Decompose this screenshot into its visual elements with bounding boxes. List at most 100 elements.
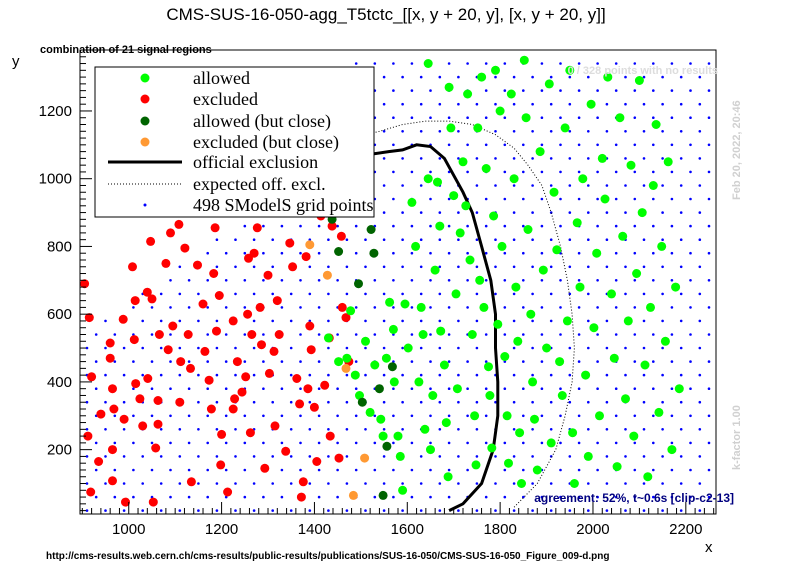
point-allowed [489, 211, 499, 221]
grid-point [633, 251, 637, 255]
grid-point [410, 251, 414, 255]
grid-point [419, 292, 423, 296]
grid-point [429, 197, 432, 201]
point-allowed [513, 336, 523, 346]
grid-point [94, 333, 98, 336]
grid-point [317, 441, 321, 445]
grid-point [252, 265, 256, 269]
grid-point [243, 441, 247, 445]
grid-point [624, 482, 627, 485]
grid-point [401, 346, 404, 350]
grid-point [633, 279, 637, 282]
grid-point [438, 292, 442, 296]
point-allowed [491, 65, 500, 75]
grid-point [689, 251, 692, 255]
point-allowed [575, 282, 585, 292]
grid-point [577, 279, 581, 282]
point-excluded [168, 321, 178, 331]
grid-point [559, 62, 562, 65]
point-excluded-but-close [348, 490, 358, 500]
grid-point [540, 143, 544, 147]
grid-point [85, 482, 89, 485]
grid-point [419, 346, 423, 350]
grid-point [522, 279, 525, 282]
grid-point [577, 360, 581, 363]
grid-point [345, 400, 349, 404]
point-excluded [108, 476, 117, 486]
grid-point [540, 279, 544, 282]
grid-point [429, 468, 432, 472]
grid-point [410, 333, 414, 336]
point-allowed [504, 458, 513, 468]
grid-point [364, 482, 367, 485]
grid-point [299, 279, 302, 282]
grid-point [317, 251, 321, 255]
point-allowed [393, 431, 403, 441]
source-url: http://cms-results.web.cern.ch/cms-resul… [46, 551, 609, 562]
grid-point [113, 360, 117, 363]
grid-point [94, 495, 98, 499]
grid-point [438, 265, 442, 269]
grid-point [522, 333, 525, 336]
grid-point [614, 279, 618, 282]
grid-point [234, 373, 237, 377]
point-allowed [388, 324, 398, 334]
grid-point [679, 346, 683, 350]
grid-point [457, 400, 460, 404]
grid-point [401, 400, 404, 404]
point-excluded [148, 497, 158, 507]
point-allowed [481, 164, 491, 173]
point-excluded [228, 316, 238, 326]
grid-point [596, 495, 599, 499]
grid-point [494, 400, 497, 404]
grid-point [215, 428, 219, 431]
grid-point [299, 360, 302, 363]
grid-point [382, 265, 386, 269]
grid-point [466, 62, 469, 65]
grid-point [466, 360, 469, 363]
grid-point [308, 509, 312, 512]
grid-point [224, 495, 228, 499]
grid-point [679, 102, 683, 106]
grid-point [392, 387, 395, 391]
grid-point [159, 455, 163, 458]
grid-point [503, 197, 507, 201]
grid-point [262, 441, 265, 445]
grid-point [457, 265, 460, 269]
grid-point [698, 211, 702, 214]
y-tick-label: 1200 [39, 103, 72, 120]
grid-point [141, 346, 144, 350]
grid-point [652, 224, 655, 228]
grid-point [345, 455, 349, 458]
grid-point [522, 360, 525, 363]
x-tick-label: 2200 [669, 521, 702, 538]
grid-point [354, 333, 358, 336]
grid-point [698, 509, 702, 512]
grid-point [531, 400, 534, 404]
grid-point [419, 373, 423, 377]
data-points-layer [80, 55, 684, 507]
point-allowed [433, 177, 442, 187]
grid-point [568, 265, 572, 269]
grid-point [475, 157, 479, 160]
grid-point [447, 333, 451, 336]
grid-point [475, 428, 479, 431]
grid-point [178, 346, 182, 350]
point-allowed [458, 157, 468, 167]
grid-point [670, 89, 674, 92]
grid-point [707, 224, 711, 228]
grid-point [605, 265, 609, 269]
grid-point [382, 184, 386, 187]
grid-point [410, 495, 414, 499]
point-allowed [389, 377, 399, 387]
grid-point [132, 360, 135, 363]
grid-point [447, 468, 451, 472]
grid-point [689, 279, 692, 282]
grid-point [382, 509, 386, 512]
y-axis-label: y [12, 53, 20, 70]
grid-point [252, 292, 256, 296]
grid-point [587, 157, 590, 160]
grid-point [104, 346, 107, 350]
point-allowed [361, 336, 370, 346]
grid-point [652, 279, 655, 282]
